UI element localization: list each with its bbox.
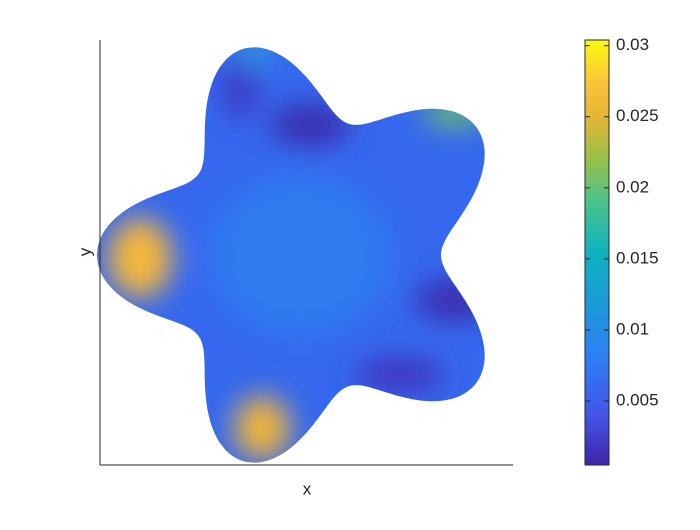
colorbar-tick-label: 0.03 [616,35,649,54]
colorbar-tick-label: 0.005 [616,391,659,410]
y-axis-label: y [75,247,94,256]
field [97,47,485,463]
colorbar-tick-label: 0.025 [616,106,659,125]
colorbar-tick-label: 0.01 [616,319,649,338]
colorbar-tick-label: 0.015 [616,248,659,267]
colorbar-tick-label: 0.02 [616,177,649,196]
colorbar [584,39,610,466]
x-axis-label: x [303,479,312,498]
field-shading [108,47,485,460]
